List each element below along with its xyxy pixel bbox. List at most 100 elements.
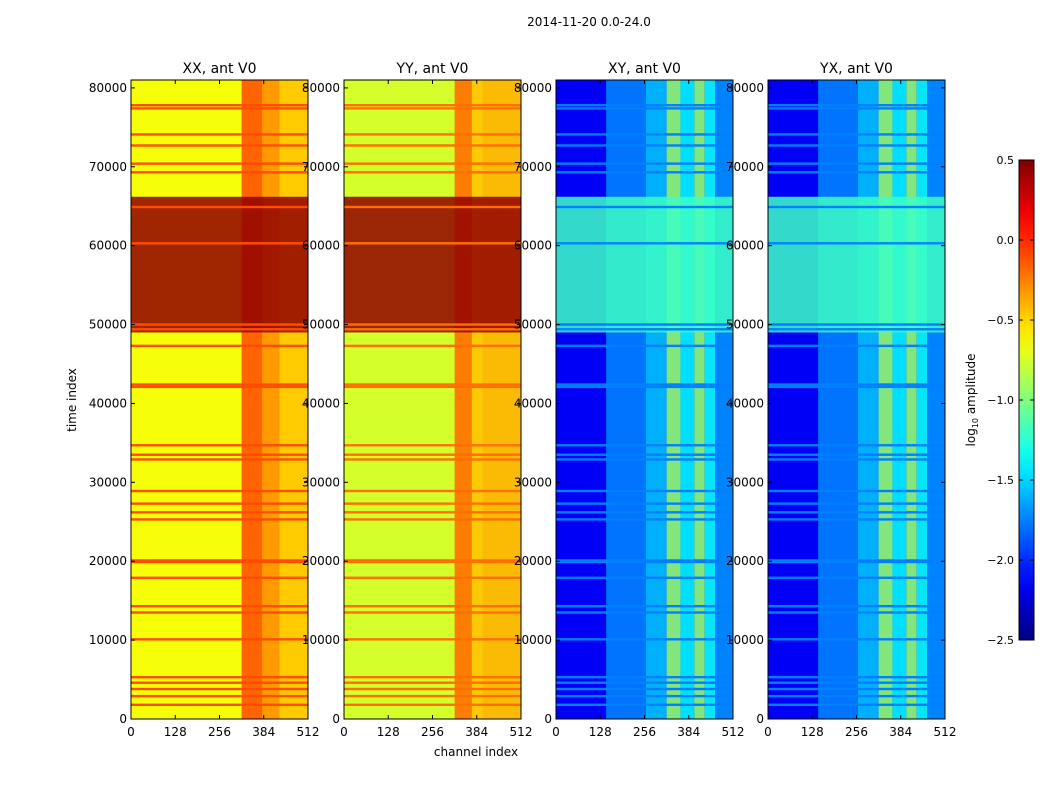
flagged-row <box>131 328 308 331</box>
flagged-row <box>556 107 733 110</box>
flagged-row <box>131 511 308 514</box>
y-tick-label: 10000 <box>726 633 764 647</box>
flagged-row <box>131 638 308 641</box>
flagged-row <box>768 171 945 174</box>
colorbar-label-main: log <box>964 428 978 446</box>
flagged-row <box>131 611 308 614</box>
flagged-row <box>768 560 945 564</box>
x-tick-label: 256 <box>208 725 231 739</box>
flagged-row <box>768 107 945 110</box>
flagged-row <box>556 385 733 389</box>
flagged-row <box>556 576 733 579</box>
flagged-row <box>768 133 945 136</box>
flagged-row <box>768 242 945 245</box>
colorbar-tick-label: 0.5 <box>997 154 1015 167</box>
flagged-row <box>344 559 521 562</box>
flagged-row <box>556 458 733 461</box>
colorbar-label-sub: 10 <box>971 418 980 428</box>
channel-column <box>241 80 263 719</box>
y-tick-label: 20000 <box>514 554 552 568</box>
colorbar-tick-label: 0.0 <box>997 234 1015 247</box>
flagged-row <box>768 694 945 698</box>
flagged-row <box>768 604 945 608</box>
flagged-row <box>556 511 733 514</box>
flagged-row <box>344 560 521 564</box>
panel-4: YX, ant V0 0 128 256 384 512 0 10000 20000 30000 4… <box>726 61 957 739</box>
flagged-row <box>556 559 733 562</box>
flagged-row <box>556 453 733 456</box>
colorbar: −2.5 −2.0 −1.5 −1.0 −0.5 0.0 0.5 <box>987 154 1035 647</box>
flagged-row <box>556 489 733 493</box>
channel-column <box>606 80 646 719</box>
flagged-row <box>131 171 308 174</box>
flagged-row <box>131 205 308 209</box>
flagged-row <box>344 133 521 136</box>
flagged-row <box>556 383 733 386</box>
flagged-row <box>556 611 733 614</box>
channel-column <box>916 80 928 719</box>
colorbar-label-rest: amplitude <box>964 354 978 418</box>
flagged-row <box>344 675 521 679</box>
flagged-row <box>768 162 945 165</box>
y-tick-label: 60000 <box>514 239 552 253</box>
flagged-row <box>344 144 521 147</box>
flagged-row <box>344 458 521 461</box>
colorbar-tick-label: −2.0 <box>987 554 1014 567</box>
flagged-row <box>768 518 945 521</box>
colorbar-tick-label: −2.5 <box>987 634 1014 647</box>
y-tick-label: 60000 <box>302 239 340 253</box>
x-tick-label: 384 <box>889 725 912 739</box>
flagged-row <box>131 453 308 456</box>
flagged-row <box>768 675 945 679</box>
flagged-row <box>556 703 733 706</box>
x-tick-label: 512 <box>297 725 320 739</box>
flagged-row <box>556 518 733 521</box>
flagged-row <box>768 687 945 691</box>
channel-column <box>927 80 945 719</box>
flagged-row <box>768 453 945 456</box>
flagged-row <box>344 104 521 107</box>
flagged-row <box>768 576 945 579</box>
panel-title: YX, ant V0 <box>819 61 893 77</box>
flagged-row <box>556 162 733 165</box>
heatmap-image <box>344 80 521 719</box>
flagged-row <box>131 576 308 579</box>
flagged-row <box>131 703 308 706</box>
flagged-row <box>768 144 945 147</box>
flagged-row <box>131 681 308 684</box>
flagged-row <box>344 611 521 614</box>
flagged-row <box>768 383 945 386</box>
flagged-row <box>556 344 733 348</box>
flagged-row <box>131 107 308 110</box>
x-tick-label: 384 <box>465 725 488 739</box>
y-tick-label: 20000 <box>726 554 764 568</box>
flagged-row <box>768 502 945 505</box>
y-tick-label: 80000 <box>514 81 552 95</box>
flagged-row <box>344 171 521 174</box>
flagged-row <box>344 344 521 348</box>
saturated-time-block <box>131 196 308 333</box>
flagged-row <box>556 694 733 698</box>
figure-suptitle: 2014-11-20 0.0-24.0 <box>527 15 651 29</box>
flagged-row <box>344 694 521 698</box>
panel-3: XY, ant V0 0 128 256 384 512 0 10000 20000 30000 4… <box>514 61 745 739</box>
channel-column <box>680 80 695 719</box>
heatmap-image <box>131 80 308 719</box>
flagged-row <box>344 107 521 110</box>
y-tick-label: 80000 <box>726 81 764 95</box>
heatmap-image <box>556 80 733 719</box>
channel-column <box>666 80 681 719</box>
flagged-row <box>131 694 308 698</box>
flagged-row <box>131 344 308 348</box>
flagged-row <box>556 171 733 174</box>
x-tick-label: 128 <box>801 725 824 739</box>
x-tick-label: 0 <box>552 725 560 739</box>
flagged-row <box>344 638 521 641</box>
flagged-row <box>344 453 521 456</box>
x-tick-label: 256 <box>633 725 656 739</box>
y-tick-label: 10000 <box>89 633 127 647</box>
y-tick-label: 10000 <box>302 633 340 647</box>
flagged-row <box>556 681 733 684</box>
flagged-row <box>344 205 521 209</box>
